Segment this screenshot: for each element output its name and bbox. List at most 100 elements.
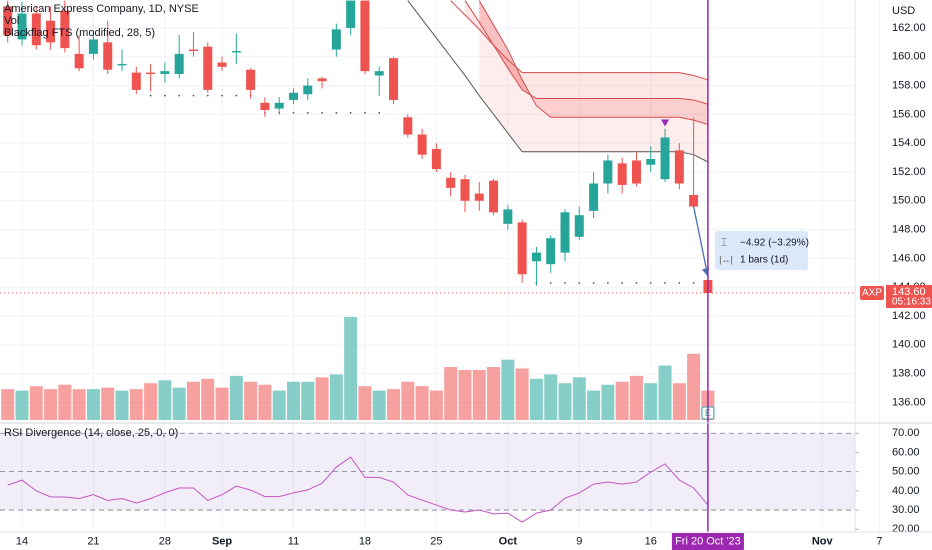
rsi-tick-label: 50.00 <box>892 466 920 478</box>
candle-body <box>503 209 513 224</box>
candle-body <box>46 20 56 43</box>
candle-body <box>260 102 270 111</box>
x-tick-label: 14 <box>16 535 28 547</box>
support-dot <box>221 94 223 97</box>
x-tick-label: 7 <box>876 535 882 547</box>
candle-body <box>117 63 127 66</box>
x-tick-label: 25 <box>430 535 442 547</box>
candle-body <box>346 0 356 28</box>
volume-bar <box>101 387 115 420</box>
volume-bar <box>444 367 458 420</box>
x-tick-label: 21 <box>87 535 99 547</box>
candle-body <box>431 148 441 170</box>
volume-bar <box>258 384 272 420</box>
volume-bar <box>629 375 643 420</box>
legend-title: American Express Company, 1D, NYSE <box>4 3 199 15</box>
volume-bar <box>572 377 586 420</box>
volume-bar <box>158 380 172 420</box>
support-dot <box>349 112 352 114</box>
volume-bar <box>272 390 286 420</box>
volume-bar <box>301 381 315 420</box>
support-dot <box>321 112 323 114</box>
y-tick-label: 162.00 <box>892 22 926 34</box>
candle-body <box>603 160 613 184</box>
support-dot <box>378 112 381 114</box>
support-dot <box>649 281 652 284</box>
y-tick-label: 156.00 <box>892 108 926 120</box>
rsi-tick-label: 70.00 <box>892 427 920 439</box>
support-dot <box>564 281 566 284</box>
volume-bar <box>186 381 200 420</box>
support-dot <box>235 94 238 97</box>
y-tick-label: 158.00 <box>892 79 926 91</box>
volume-bar <box>29 386 43 420</box>
band-fill <box>479 0 708 162</box>
candle-body <box>60 10 70 49</box>
candle-body <box>517 222 527 275</box>
candle-body <box>489 180 499 213</box>
crosshair-date-box <box>671 533 744 550</box>
support-dot <box>621 281 624 284</box>
candle-body <box>174 53 184 75</box>
candle-body <box>146 72 156 75</box>
support-dot <box>678 281 681 284</box>
indicator-line <box>407 0 709 163</box>
volume-bar <box>329 374 343 420</box>
candle-body <box>303 85 313 95</box>
volume-bar <box>401 381 415 420</box>
candle-body <box>460 179 470 201</box>
candle-body <box>317 78 327 82</box>
candle-body <box>389 58 399 100</box>
candle-body <box>674 150 684 184</box>
x-tick-label: Nov <box>812 535 834 547</box>
volume-bar <box>515 368 529 420</box>
rsi-tick-label: 30.00 <box>892 504 920 516</box>
candle-body <box>360 0 370 72</box>
volume-bar <box>215 387 229 420</box>
volume-bar <box>658 365 672 420</box>
volume-bar <box>687 353 701 420</box>
candle-body <box>689 195 699 207</box>
volume-bar <box>201 378 215 420</box>
y-tick-label: 142.00 <box>892 310 926 322</box>
candle-body <box>188 49 198 51</box>
support-dot <box>664 281 666 284</box>
candle-body <box>446 177 456 188</box>
y-tick-label: 150.00 <box>892 195 926 207</box>
support-dot <box>149 94 152 97</box>
candle-body <box>131 72 141 90</box>
indicator-line <box>464 0 709 105</box>
y-tick-label: 154.00 <box>892 137 926 149</box>
measure-change: −4.92 (−3.29%) <box>740 238 809 249</box>
legend-volume: Vol <box>4 15 19 27</box>
support-dot <box>306 112 309 114</box>
symbol-tag <box>860 285 884 300</box>
band-fill <box>479 0 708 125</box>
candle-body <box>274 102 284 109</box>
volume-bar <box>172 387 186 420</box>
volume-bar <box>415 386 429 420</box>
candle-body <box>560 212 570 253</box>
x-tick-label: 18 <box>359 535 371 547</box>
measure-arrow <box>692 206 709 277</box>
support-dot <box>578 281 581 284</box>
y-tick-label: 146.00 <box>892 252 926 264</box>
support-dot <box>163 94 166 97</box>
candle-body <box>88 39 98 54</box>
symbol-label: AXP <box>862 288 882 299</box>
candle-body <box>217 62 227 67</box>
volume-bar <box>344 317 358 420</box>
support-dot <box>606 281 609 284</box>
signal-marker <box>661 119 670 127</box>
support-dot <box>178 94 181 97</box>
measure-icon: ⌶ <box>721 238 727 249</box>
volume-bar <box>115 390 129 420</box>
volume-bar <box>472 369 486 420</box>
candle-body <box>617 163 627 185</box>
rsi-line <box>7 456 709 523</box>
volume-bar <box>429 390 443 420</box>
candle-body <box>160 71 170 75</box>
x-tick-label: Sep <box>212 535 232 547</box>
